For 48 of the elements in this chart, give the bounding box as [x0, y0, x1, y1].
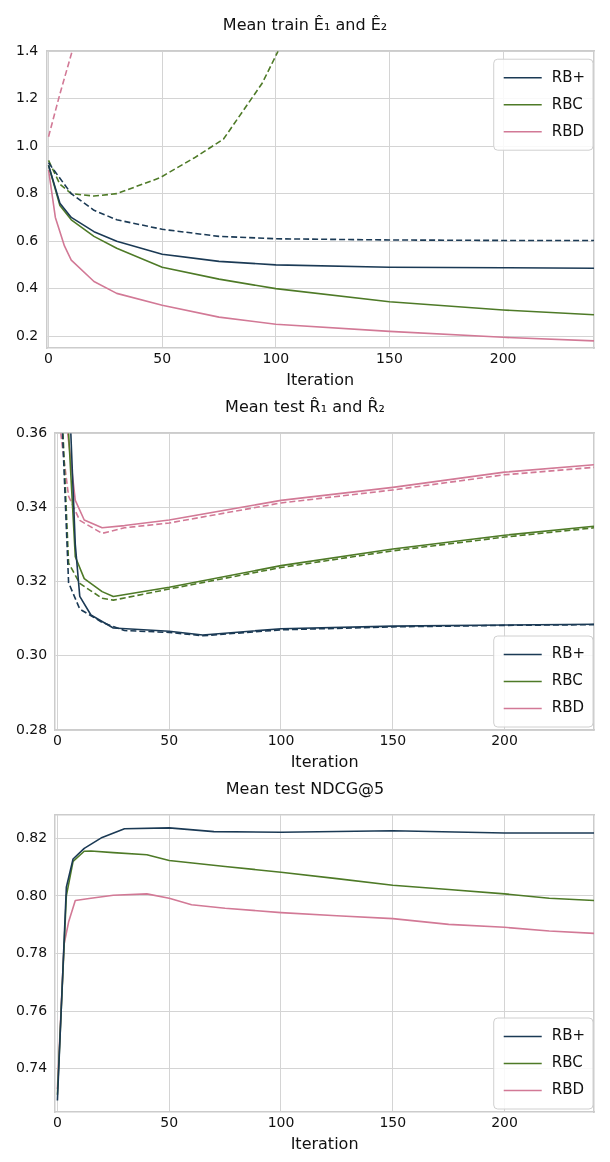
x-tick-label: 200 [491, 732, 518, 749]
x-tick-label: 0 [44, 350, 53, 367]
x-tick-label: 0 [52, 732, 62, 749]
x-axis-title: Iteration [290, 751, 359, 771]
legend-label: RBD [551, 121, 584, 140]
chart-title: Mean test R̂₁ and R̂₂ [225, 396, 385, 416]
x-tick-label: 50 [153, 350, 172, 367]
x-tick-label: 150 [376, 350, 403, 367]
legend-label: RBC [551, 671, 583, 690]
y-tick-label: 0.2 [16, 326, 39, 343]
y-tick-label: 0.8 [16, 184, 39, 201]
y-tick-label: 0.76 [16, 1001, 48, 1018]
legend-label: RB+ [551, 644, 585, 663]
x-tick-label: 50 [160, 1114, 179, 1131]
x-tick-label: 100 [267, 1114, 295, 1131]
legend-label: RB+ [551, 1026, 585, 1045]
line-series [47, 51, 279, 197]
y-tick-label: 0.82 [16, 828, 48, 845]
y-tick-label: 1.2 [16, 89, 39, 106]
legend-label: RBC [551, 1053, 583, 1072]
y-tick-label: 0.32 [16, 572, 48, 589]
x-tick-label: 200 [491, 1114, 518, 1131]
y-tick-label: 0.4 [16, 279, 39, 296]
legend-label: RBD [551, 1080, 584, 1099]
chart-title: Mean train Ê₁ and Ê₂ [222, 14, 388, 34]
legend-label: RBD [551, 698, 584, 717]
legend-label: RBC [551, 94, 583, 113]
y-tick-label: 1.4 [16, 41, 39, 58]
y-tick-label: 0.80 [16, 886, 48, 903]
y-tick-label: 1.0 [16, 136, 39, 153]
y-tick-label: 0.34 [16, 498, 48, 515]
x-axis-title: Iteration [290, 1133, 359, 1153]
x-tick-label: 100 [262, 350, 290, 367]
x-tick-label: 50 [160, 732, 179, 749]
x-tick-label: 150 [379, 732, 407, 749]
y-tick-label: 0.78 [16, 944, 48, 961]
chart-title: Mean test NDCG@5 [225, 778, 385, 798]
y-tick-label: 0.6 [16, 231, 39, 248]
x-tick-label: 0 [52, 1114, 62, 1131]
x-tick-label: 200 [489, 350, 517, 367]
y-tick-label: 0.36 [16, 423, 48, 440]
y-tick-label: 0.30 [16, 646, 48, 663]
y-tick-label: 0.28 [16, 720, 48, 737]
x-tick-label: 150 [379, 1114, 407, 1131]
legend-label: RB+ [551, 67, 585, 86]
x-tick-label: 100 [267, 732, 295, 749]
y-tick-label: 0.74 [16, 1059, 48, 1076]
x-axis-title: Iteration [286, 369, 355, 389]
